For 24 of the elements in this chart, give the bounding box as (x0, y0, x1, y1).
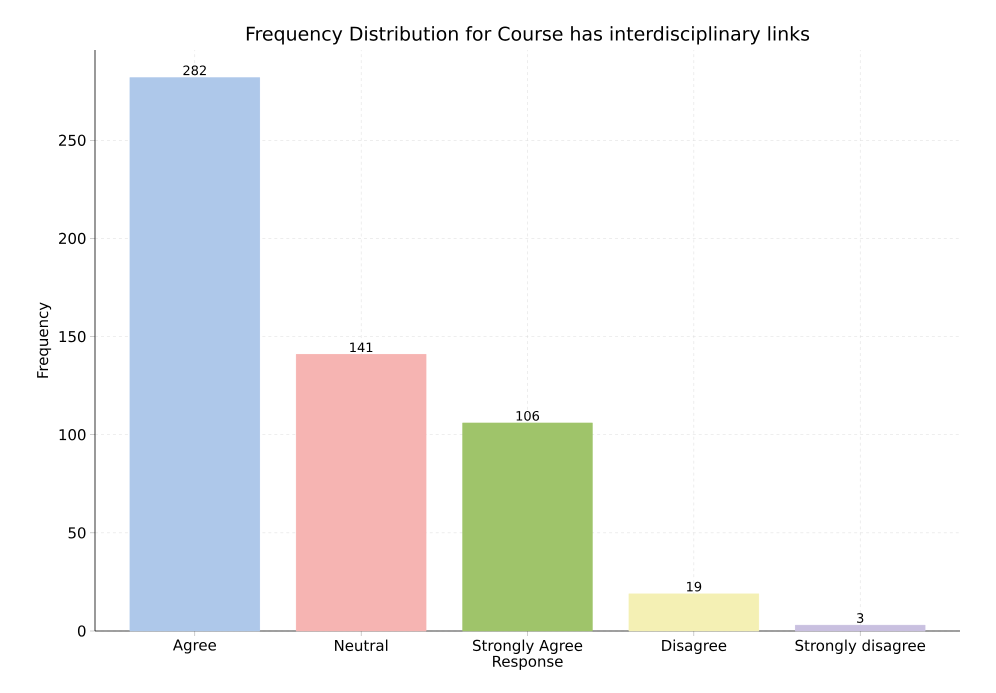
x-tick-label: Strongly disagree (796, 640, 926, 654)
y-tick-label: 150 (60, 330, 86, 342)
y-tick-label: 0 (78, 625, 86, 637)
x-tick-label: Neutral (335, 640, 388, 652)
data-label: 141 (350, 342, 372, 352)
bar (130, 77, 260, 632)
x-tick-label: Disagree (662, 640, 726, 654)
x-axis-title: Response (493, 656, 563, 670)
data-label: 19 (687, 582, 702, 592)
y-axis-title: Frequency (37, 302, 52, 378)
bar (628, 594, 760, 632)
y-tick-label: 100 (60, 429, 86, 440)
data-label: 106 (516, 410, 540, 421)
bar (296, 354, 426, 632)
chart-title: Frequency Distribution for Course has interdisciplinary links (246, 26, 810, 44)
data-label: 282 (183, 65, 206, 76)
x-tick-label: Agree (172, 640, 216, 654)
y-tick-label: 50 (68, 527, 86, 539)
y-tick-label: 200 (59, 232, 86, 244)
bar (795, 624, 926, 632)
y-tick-label: 250 (59, 134, 86, 146)
data-label: 3 (857, 613, 864, 623)
x-tick-label: Strongly Agree (473, 640, 582, 654)
bar (462, 422, 593, 632)
